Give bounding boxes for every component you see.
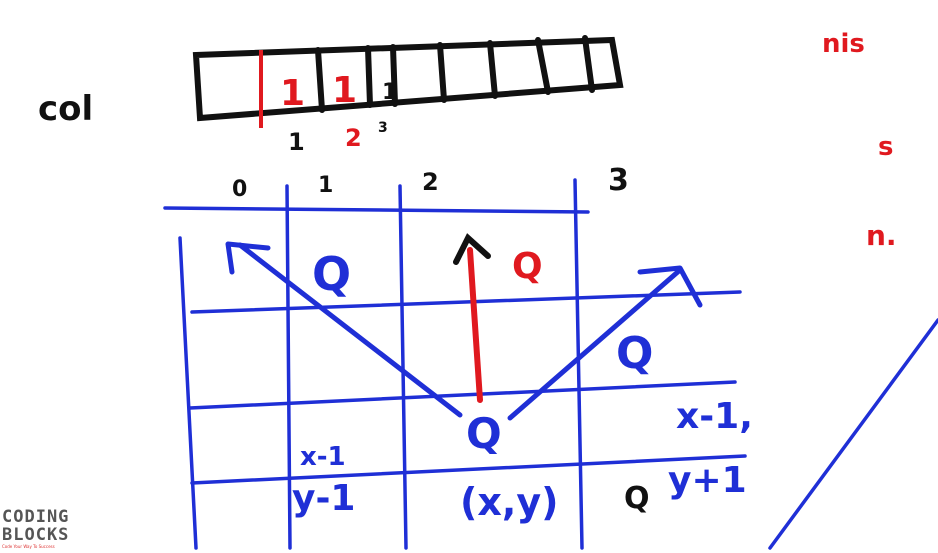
right-note-3: n.: [866, 219, 897, 252]
vertical-arrow: [467, 247, 483, 403]
queen-top-red: Q: [512, 246, 543, 287]
array-cell-3: 1: [382, 80, 397, 105]
note-x-minus-1: x-1,: [676, 396, 753, 437]
array-index-2: 2: [345, 124, 362, 152]
logo-tagline: Code Your Way To Success: [2, 544, 55, 549]
board-grid: [163, 178, 938, 550]
array-index-3: 3: [378, 120, 388, 136]
array-cell-2: 1: [332, 70, 357, 111]
note-x-minus-1-left: x-1: [300, 442, 346, 472]
column-header-2: 2: [422, 168, 439, 196]
queen-right: Q: [616, 328, 653, 379]
logo-line-1: CODING: [2, 507, 70, 527]
array-cell-1: 1: [280, 73, 305, 114]
diagonal-arrows: [225, 241, 703, 421]
right-note-2: s: [878, 132, 893, 162]
logo-line-2: BLOCKS: [2, 525, 70, 545]
note-current-cell: (x,y): [460, 480, 558, 524]
arrow-head-icon: [453, 233, 491, 265]
note-y-plus-1: y+1: [668, 460, 747, 501]
queen-bottom-right: Q: [624, 481, 650, 516]
queen-col1: Q: [312, 247, 351, 301]
array-index-1: 1: [288, 128, 305, 156]
right-note-1: nis: [822, 29, 865, 59]
coding-blocks-logo: CODING BLOCKS Code Your Way To Success: [2, 508, 69, 549]
column-header-1: 1: [318, 173, 333, 198]
queen-current: Q: [466, 409, 502, 458]
column-header-0: 0: [232, 177, 247, 202]
col-label: col: [38, 89, 93, 129]
array-drawing: [192, 35, 624, 122]
column-header-3: 3: [608, 163, 629, 198]
note-y-minus-1: y-1: [292, 478, 355, 519]
